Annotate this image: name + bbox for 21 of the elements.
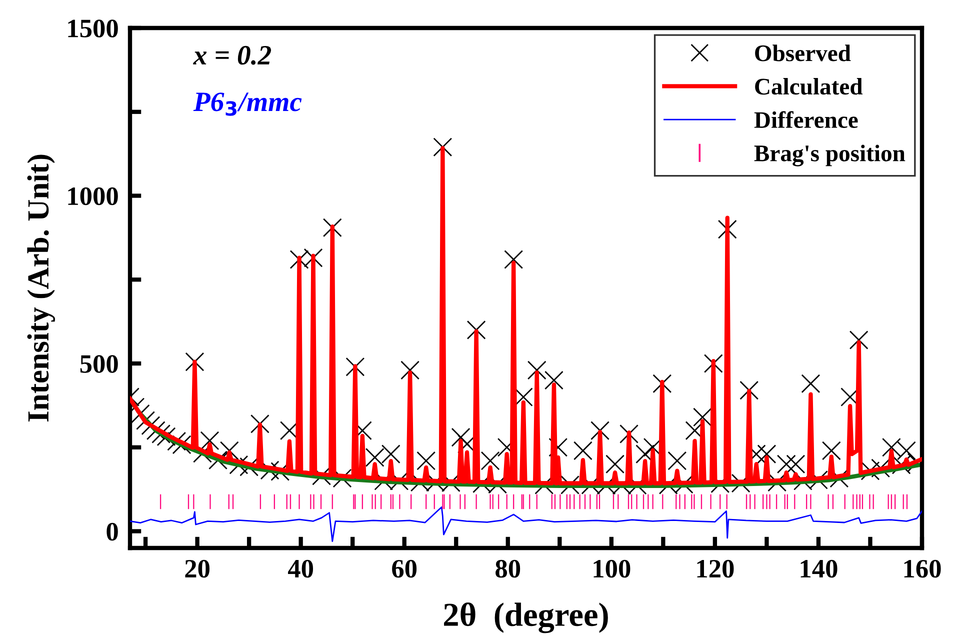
x-tick-label: 160 [904, 560, 941, 578]
x-tick-label: 140 [800, 560, 838, 578]
x-tick-label: 100 [594, 560, 630, 578]
y-axis-title: Intensity (Arb. Unit) [27, 154, 55, 422]
x-axis-title: 2θ (degree) [444, 602, 608, 634]
x-tick-label: 60 [392, 560, 417, 578]
x-tick-label: 80 [496, 560, 520, 578]
annotation: P6$_{3}$/mmc [193, 92, 302, 116]
annotation: x = 0.2 [193, 46, 272, 65]
legend-label: Difference [754, 111, 858, 128]
y-tick-label: 0 [106, 522, 118, 541]
x-tick-label: 120 [697, 560, 734, 578]
legend-label: Brag's position [754, 144, 906, 166]
y-tick-label: 1500 [68, 20, 118, 38]
legend-label: Observed [755, 44, 851, 62]
y-tick-label: 500 [80, 355, 118, 373]
x-tick-label: 40 [288, 560, 314, 578]
legend-label: Calculated [755, 78, 863, 95]
x-tick-label: 20 [185, 560, 210, 578]
y-tick-label: 1000 [68, 187, 118, 206]
line-series [130, 506, 922, 542]
